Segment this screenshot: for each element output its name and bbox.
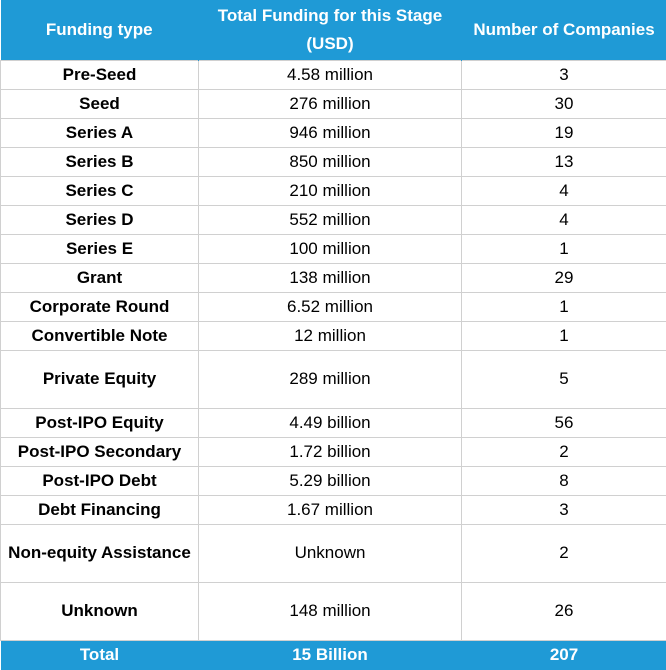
table-cell: 1.67 million [199,495,462,524]
table-cell: 100 million [199,234,462,263]
funding-type-cell: Seed [1,89,199,118]
table-cell: 29 [462,263,666,292]
table-cell: 552 million [199,205,462,234]
funding-type-cell: Grant [1,263,199,292]
funding-type-cell: Series B [1,147,199,176]
funding-type-cell: Private Equity [1,350,199,408]
funding-type-cell: Convertible Note [1,321,199,350]
table-cell: 5.29 billion [199,466,462,495]
table-cell: 4 [462,205,666,234]
table-cell: 148 million [199,582,462,640]
table-cell: 850 million [199,147,462,176]
table-cell: 289 million [199,350,462,408]
table-cell: 2 [462,524,666,582]
footer-cell: Total [1,640,199,670]
table-cell: 1 [462,234,666,263]
funding-type-cell: Post-IPO Secondary [1,437,199,466]
table-cell: 26 [462,582,666,640]
funding-type-cell: Non-equity Assistance [1,524,199,582]
table-cell: 210 million [199,176,462,205]
footer-cell: 15 Billion [199,640,462,670]
table-cell: 4.49 billion [199,408,462,437]
funding-type-cell: Series E [1,234,199,263]
table-cell: 1 [462,292,666,321]
funding-type-cell: Corporate Round [1,292,199,321]
header-cell: Funding type [1,0,199,60]
table-cell: 2 [462,437,666,466]
funding-type-cell: Debt Financing [1,495,199,524]
table-cell: 4.58 million [199,60,462,89]
table-cell: 30 [462,89,666,118]
funding-type-cell: Series A [1,118,199,147]
table-cell: 1 [462,321,666,350]
table-cell: 12 million [199,321,462,350]
table-cell: 3 [462,60,666,89]
table-cell: 3 [462,495,666,524]
funding-type-cell: Unknown [1,582,199,640]
funding-type-cell: Post-IPO Equity [1,408,199,437]
header-cell: Total Funding for this Stage (USD) [199,0,462,60]
funding-type-cell: Series C [1,176,199,205]
table-cell: 276 million [199,89,462,118]
funding-type-cell: Pre-Seed [1,60,199,89]
table-cell: 4 [462,176,666,205]
table-cell: 1.72 billion [199,437,462,466]
funding-type-cell: Post-IPO Debt [1,466,199,495]
table-cell: Unknown [199,524,462,582]
table-cell: 13 [462,147,666,176]
table-cell: 946 million [199,118,462,147]
table-cell: 8 [462,466,666,495]
table-cell: 56 [462,408,666,437]
table-cell: 5 [462,350,666,408]
table-cell: 138 million [199,263,462,292]
footer-cell: 207 [462,640,666,670]
table-cell: 6.52 million [199,292,462,321]
table-cell: 19 [462,118,666,147]
funding-type-cell: Series D [1,205,199,234]
header-cell: Number of Companies [462,0,666,60]
